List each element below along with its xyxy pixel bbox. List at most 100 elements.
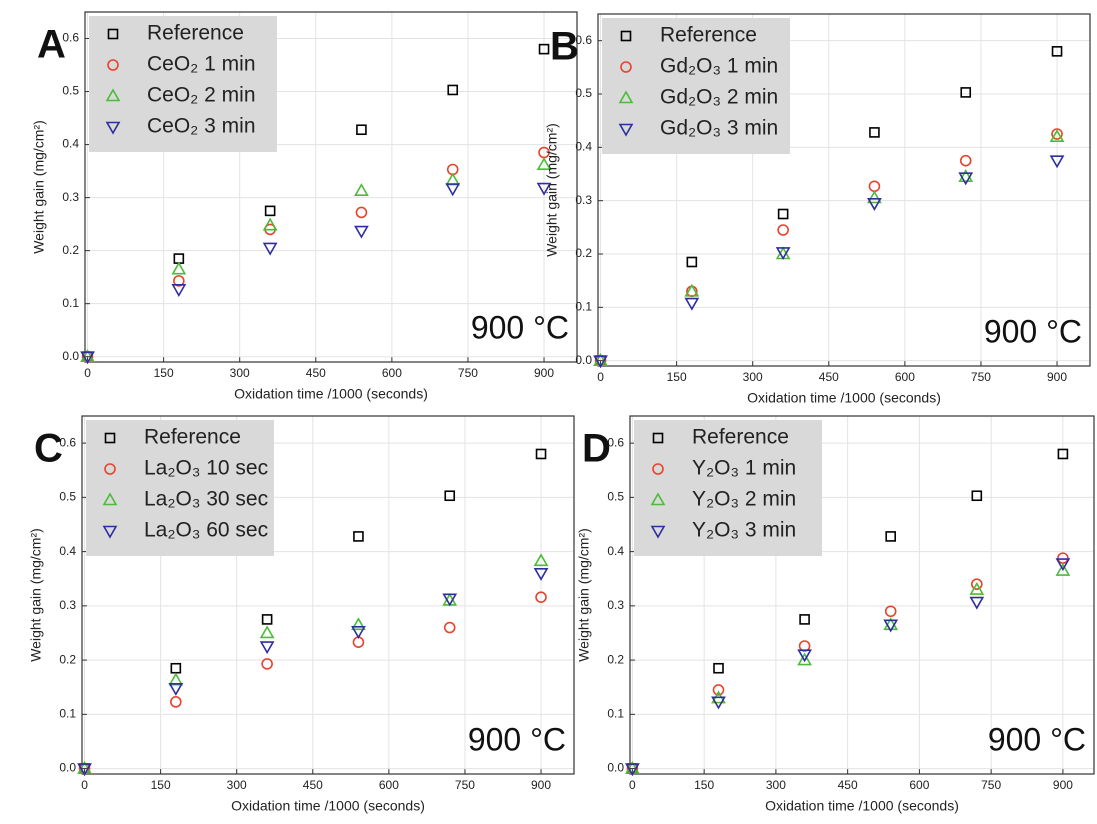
annotation: 900 °C bbox=[984, 313, 1082, 349]
marker-triangle-up bbox=[969, 581, 985, 595]
y-tick-label: 0.4 bbox=[607, 544, 624, 558]
x-tick-label: 900 bbox=[531, 778, 551, 792]
marker-square bbox=[686, 256, 698, 268]
y-tick-label: 0.5 bbox=[59, 490, 76, 504]
y-tick-label: 0.3 bbox=[62, 190, 79, 204]
marker-triangle-down bbox=[797, 649, 812, 663]
marker-triangle-down bbox=[618, 123, 634, 137]
marker-triangle-up bbox=[259, 625, 275, 639]
legend: Reference La₂O₃ 10 sec La₂O₃ 30 sec La₂O₃ 6… bbox=[86, 420, 274, 556]
marker-square bbox=[777, 208, 789, 220]
marker-triangle-down bbox=[259, 641, 275, 655]
y-tick-label: 0.0 bbox=[62, 349, 79, 363]
panel-letter: D bbox=[582, 427, 611, 471]
legend-label: Gd₂O₃ 3 min bbox=[660, 117, 778, 140]
legend-label: CeO₂ 1 min bbox=[147, 53, 256, 76]
x-tick-label: 150 bbox=[151, 778, 171, 792]
legend-label: Y₂O₃ 1 min bbox=[692, 457, 796, 480]
marker-circle bbox=[1051, 128, 1063, 140]
marker-triangle-down bbox=[883, 619, 899, 633]
y-axis-label: Weight gain (mg/cm²) bbox=[576, 528, 592, 662]
legend-label: La₂O₃ 10 sec bbox=[144, 457, 268, 480]
panel-letter: C bbox=[34, 427, 63, 471]
marker-triangle-up bbox=[536, 157, 552, 171]
legend-label: Reference bbox=[147, 22, 244, 45]
marker-triangle-down bbox=[625, 763, 640, 777]
marker-square bbox=[971, 490, 983, 502]
marker-square bbox=[261, 614, 273, 625]
x-tick-label: 450 bbox=[819, 370, 839, 384]
marker-triangle-up bbox=[797, 652, 812, 666]
marker-triangle-up bbox=[105, 88, 121, 102]
x-tick-label: 750 bbox=[981, 778, 1001, 792]
annotation: 900 °C bbox=[988, 721, 1086, 757]
x-tick-label: 0 bbox=[81, 778, 88, 792]
x-tick-label: 900 bbox=[534, 366, 554, 380]
x-tick-label: 900 bbox=[1053, 778, 1073, 792]
marker-square bbox=[799, 614, 810, 625]
marker-triangle-up bbox=[168, 672, 184, 686]
marker-circle bbox=[443, 621, 456, 634]
y-tick-label: 0.5 bbox=[62, 84, 79, 98]
y-tick-label: 0.0 bbox=[59, 761, 76, 775]
x-tick-label: 300 bbox=[230, 366, 250, 380]
marker-triangle-down bbox=[168, 682, 184, 696]
marker-triangle-down bbox=[262, 242, 278, 256]
marker-triangle-down bbox=[536, 182, 552, 196]
x-tick-label: 150 bbox=[694, 778, 714, 792]
x-tick-label: 0 bbox=[597, 370, 604, 384]
legend: Reference Gd₂O₃ 1 min Gd₂O₃ 2 min Gd₂O₃ 3 m… bbox=[602, 18, 790, 154]
panel: 0 150 300 450 600 750 900 0.0 0.1 0.2 0.3 0.4 0.5 0.6… bbox=[576, 415, 1095, 814]
x-tick-label: 450 bbox=[303, 778, 323, 792]
legend-label: Gd₂O₃ 1 min bbox=[660, 55, 778, 78]
marker-triangle-down bbox=[867, 198, 882, 211]
y-tick-label: 0.5 bbox=[607, 490, 624, 504]
marker-square bbox=[885, 531, 897, 542]
marker-circle bbox=[173, 275, 185, 287]
marker-square bbox=[652, 432, 664, 444]
y-tick-label: 0.3 bbox=[607, 598, 624, 612]
annotation: 900 °C bbox=[471, 309, 569, 345]
marker-triangle-up bbox=[533, 553, 549, 567]
x-axis-label: Oxidation time /1000 (seconds) bbox=[747, 390, 941, 406]
x-tick-label: 900 bbox=[1047, 370, 1067, 384]
x-tick-label: 300 bbox=[227, 778, 247, 792]
x-tick-label: 300 bbox=[743, 370, 763, 384]
marker-triangle-down bbox=[593, 355, 608, 369]
marker-square bbox=[353, 531, 364, 542]
y-tick-label: 0.6 bbox=[62, 31, 79, 45]
panel: 0 150 300 450 600 750 900 0.0 0.1 0.2 0.3 0.4 0.5 0.6… bbox=[28, 415, 575, 814]
y-tick-label: 0.1 bbox=[62, 296, 79, 310]
x-tick-label: 600 bbox=[909, 778, 929, 792]
marker-triangle-down bbox=[711, 696, 726, 710]
y-tick-label: 0.0 bbox=[575, 353, 592, 367]
y-tick-label: 0.2 bbox=[59, 652, 76, 666]
marker-circle bbox=[777, 224, 789, 236]
legend-label: Gd₂O₃ 2 min bbox=[660, 86, 778, 109]
marker-circle bbox=[620, 61, 632, 73]
marker-square bbox=[535, 448, 547, 460]
marker-circle bbox=[971, 578, 983, 590]
y-tick-label: 0.6 bbox=[575, 33, 592, 47]
marker-triangle-down bbox=[351, 626, 366, 639]
marker-circle bbox=[535, 591, 547, 603]
x-tick-label: 0 bbox=[629, 778, 636, 792]
marker-triangle-down bbox=[958, 172, 974, 186]
plot-frame bbox=[597, 13, 1091, 367]
marker-square bbox=[713, 662, 724, 674]
marker-triangle-down bbox=[80, 351, 95, 365]
y-axis-label: Weight gain (mg/cm²) bbox=[28, 528, 44, 662]
marker-triangle-up bbox=[1049, 129, 1065, 142]
y-axis-label: Weight gain (mg/cm²) bbox=[31, 120, 47, 254]
marker-triangle-up bbox=[867, 190, 882, 204]
marker-circle bbox=[712, 684, 725, 696]
legend-label: CeO₂ 3 min bbox=[147, 115, 256, 138]
y-tick-label: 0.1 bbox=[575, 300, 592, 314]
marker-square bbox=[264, 205, 276, 217]
plot-frame bbox=[84, 11, 578, 363]
x-axis-label: Oxidation time /1000 (seconds) bbox=[234, 386, 428, 402]
y-tick-label: 0.4 bbox=[59, 544, 76, 558]
x-tick-label: 300 bbox=[766, 778, 786, 792]
marker-square bbox=[104, 432, 116, 444]
y-tick-label: 0.4 bbox=[62, 137, 79, 151]
